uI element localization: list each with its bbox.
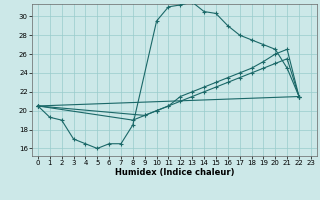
X-axis label: Humidex (Indice chaleur): Humidex (Indice chaleur)	[115, 168, 234, 177]
